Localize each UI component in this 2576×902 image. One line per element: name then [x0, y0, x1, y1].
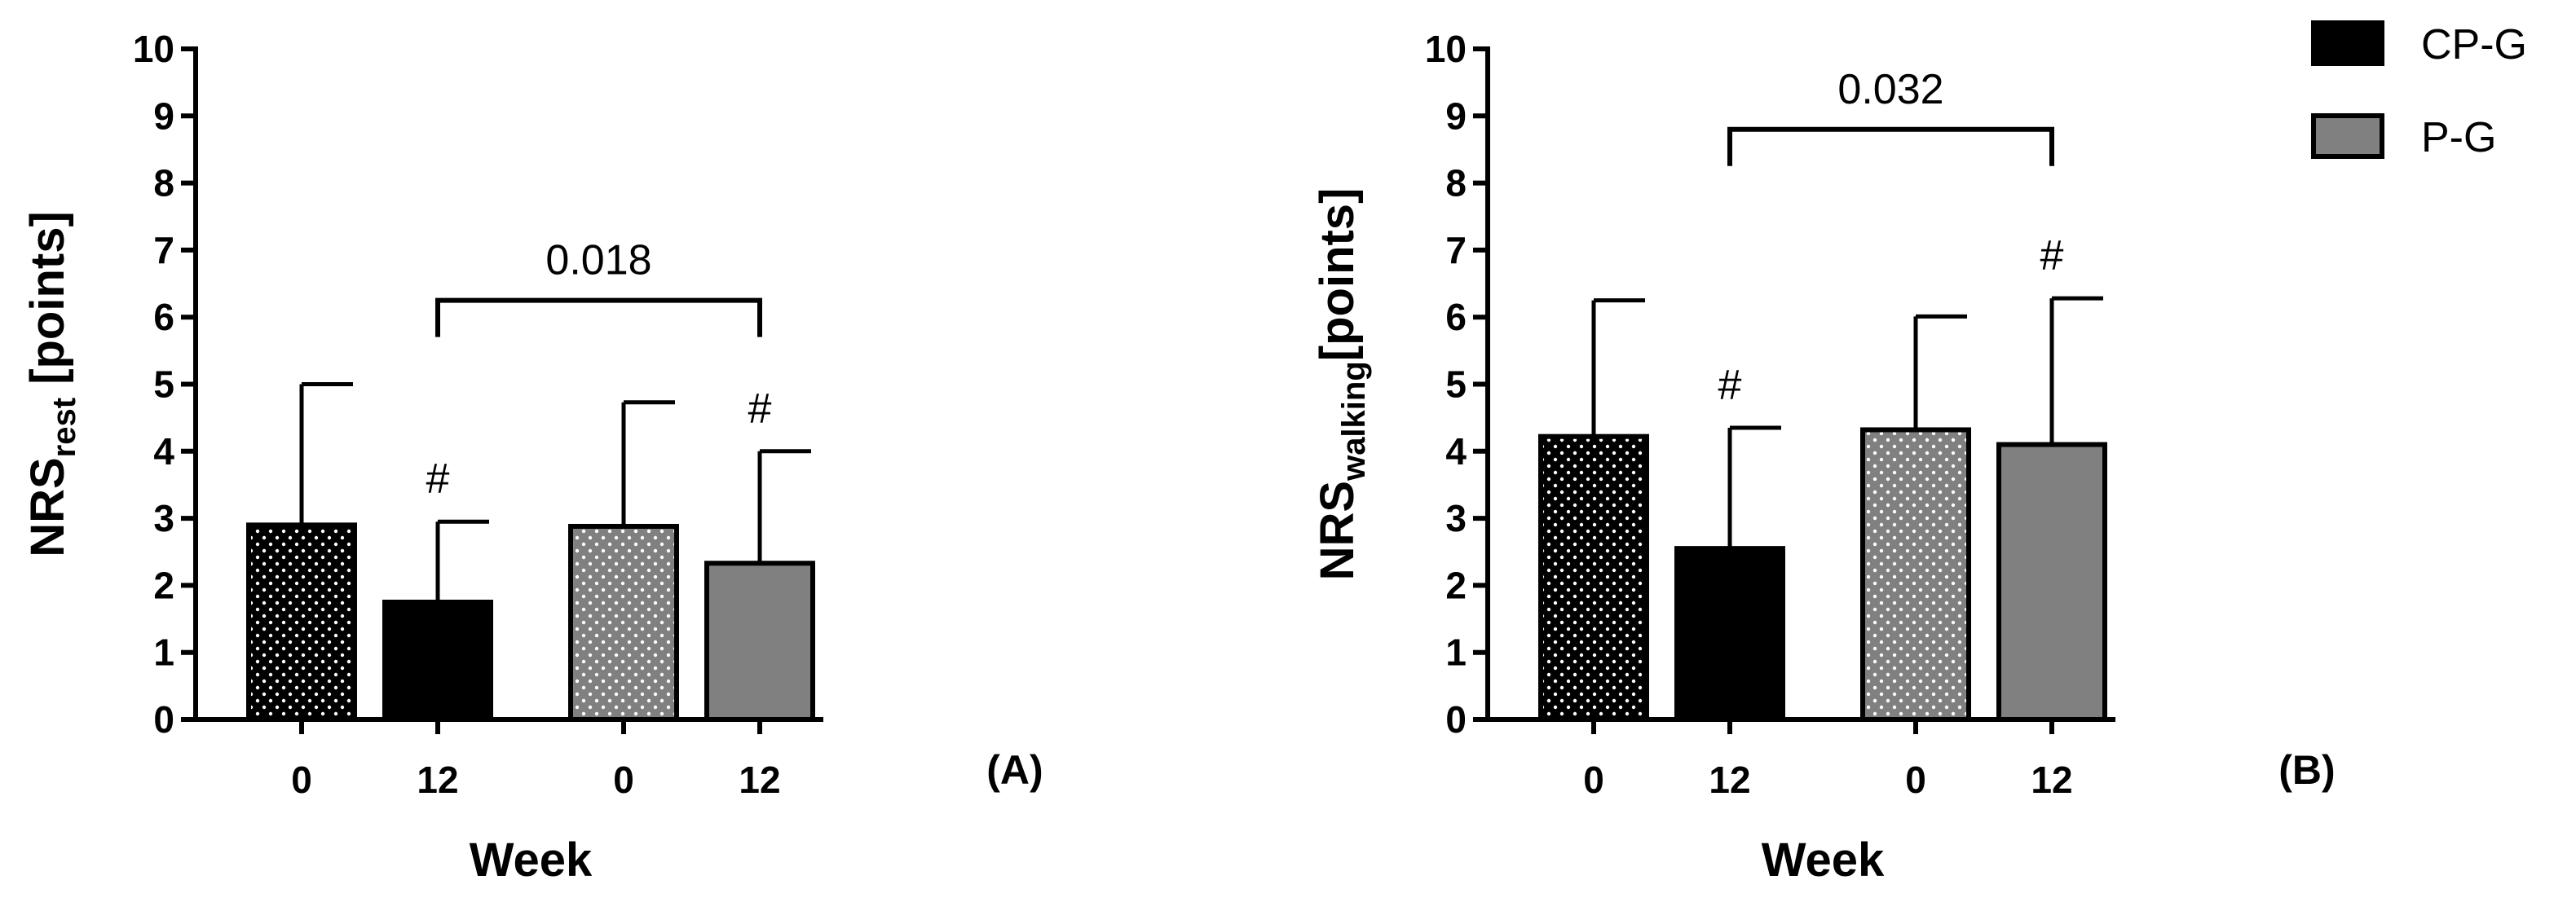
x-tick-label: 0 — [1905, 759, 1926, 801]
p-value-label: 0.018 — [545, 237, 651, 284]
y-tick-label: 8 — [1445, 162, 1467, 205]
significance-bracket — [1727, 126, 2054, 166]
y-tick-label: 2 — [1445, 564, 1467, 606]
y-tick-label: 4 — [153, 430, 174, 473]
x-tick-label: 12 — [2031, 759, 2072, 801]
y-tick-label: 5 — [1445, 363, 1467, 406]
panel-label: (B) — [2278, 747, 2335, 793]
y-tick-label: 3 — [1445, 497, 1467, 539]
legend-swatch — [2311, 113, 2384, 159]
y-tick-label: 6 — [1445, 296, 1467, 338]
y-tick-label: 4 — [1445, 430, 1467, 473]
bar — [704, 561, 815, 723]
y-tick-label: 10 — [1425, 28, 1467, 70]
legend: CP-G P-G — [2311, 20, 2527, 161]
y-tick-label: 5 — [153, 363, 174, 406]
x-axis-title: Week — [1762, 834, 1885, 887]
y-axis-title: NRSwalking[points] — [1311, 188, 1372, 581]
legend-label: P-G — [2421, 114, 2496, 161]
x-tick-label: 0 — [291, 759, 312, 801]
legend-swatch — [2311, 20, 2384, 66]
significance-mark: # — [2040, 232, 2064, 279]
y-tick-label: 2 — [153, 564, 174, 606]
bar — [1538, 433, 1649, 722]
p-value-label: 0.032 — [1837, 66, 1943, 113]
x-tick-label: 0 — [1583, 759, 1604, 801]
y-tick-label: 0 — [1445, 698, 1467, 741]
y-tick-label: 9 — [153, 95, 174, 137]
panel-label: (A) — [986, 747, 1043, 793]
y-tick-label: 8 — [153, 162, 174, 205]
bar — [246, 522, 357, 723]
significance-bracket — [435, 297, 762, 337]
bar — [1860, 427, 1971, 722]
x-tick-label: 12 — [1709, 759, 1750, 801]
bar — [1996, 442, 2107, 722]
legend-label: CP-G — [2421, 21, 2527, 68]
x-tick-label: 0 — [613, 759, 634, 801]
x-tick-label: 12 — [739, 759, 780, 801]
significance-mark: # — [426, 455, 450, 503]
y-axis-title: NRSrest [points] — [21, 211, 82, 557]
y-tick-label: 7 — [1445, 229, 1467, 271]
y-tick-label: 0 — [153, 698, 174, 741]
bar — [1674, 546, 1785, 723]
y-tick-label: 1 — [153, 631, 174, 674]
significance-mark: # — [1718, 362, 1742, 409]
y-tick-label: 7 — [153, 229, 174, 271]
y-tick-label: 6 — [153, 296, 174, 338]
y-tick-label: 10 — [133, 28, 174, 70]
y-tick-label: 1 — [1445, 631, 1467, 674]
significance-mark: # — [748, 385, 772, 433]
bar — [568, 523, 679, 723]
y-tick-label: 9 — [1445, 95, 1467, 137]
bar — [382, 599, 493, 722]
x-tick-label: 12 — [417, 759, 458, 801]
y-tick-label: 3 — [153, 497, 174, 539]
x-axis-title: Week — [470, 834, 593, 887]
